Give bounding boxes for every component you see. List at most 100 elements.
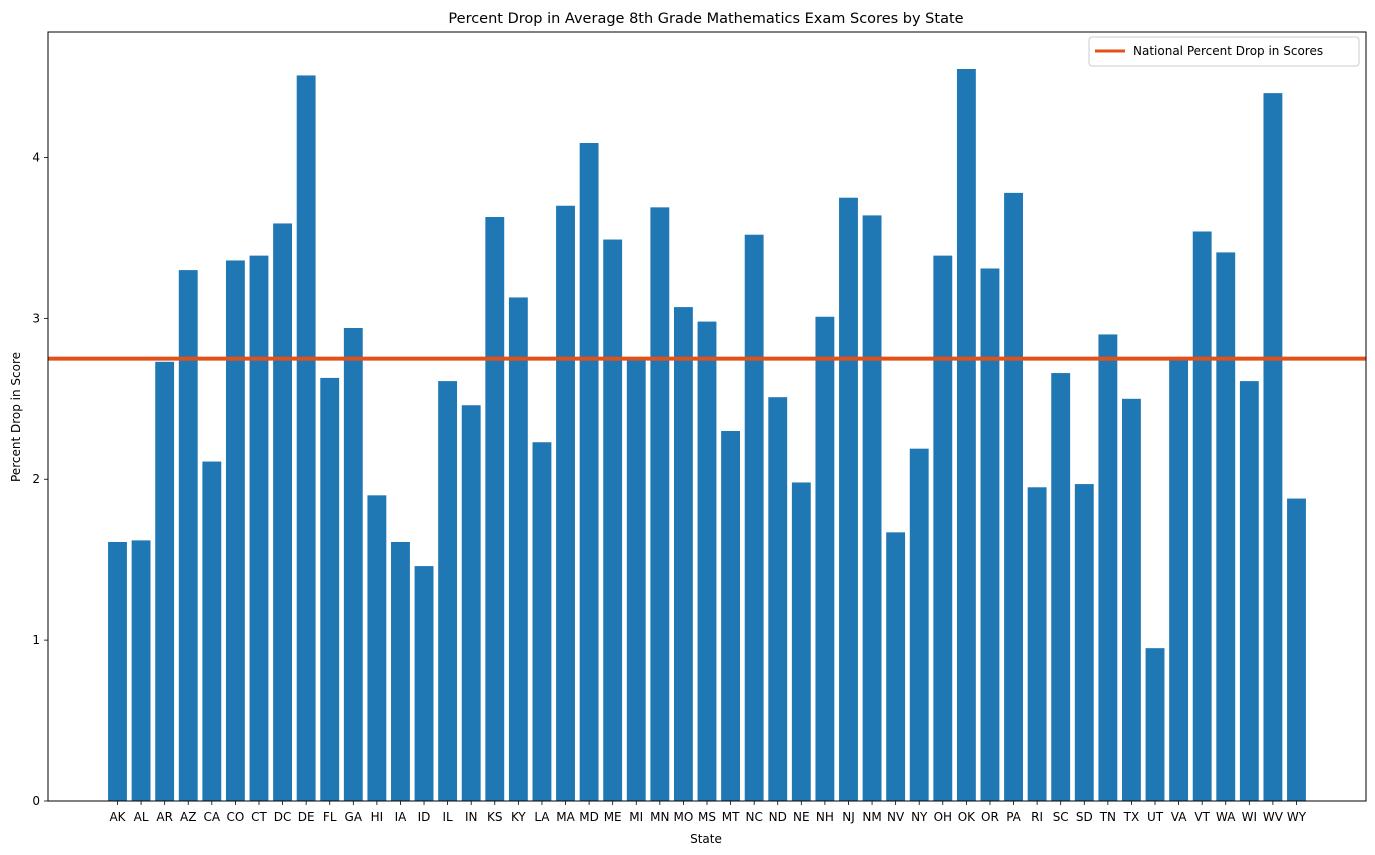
bar-ky [508,297,528,801]
bar-ms [697,321,717,801]
x-axis-ticks: AK AL AR AZ CA CO CT DC DE FL GA HI IA ID IL IN KS KY LA MA… [109,801,1307,824]
bar-nj [839,197,858,801]
x-tick-label: OH [934,810,952,824]
x-tick-label: VA [1171,810,1187,824]
x-tick-label: NC [745,810,762,824]
bar-me [603,239,623,802]
x-tick-label: VT [1194,810,1210,824]
x-tick-label: AK [109,810,126,824]
x-tick-label: IN [465,810,478,824]
legend: National Percent Drop in Scores [1088,36,1360,67]
x-tick-label: OK [958,810,976,824]
legend-label: National Percent Drop in Scores [1133,44,1323,58]
x-tick-label: LA [534,810,550,824]
x-tick-label: DE [298,810,315,824]
x-tick-label: KS [487,810,503,824]
bar-tx [1122,398,1141,801]
bar-md [579,143,599,801]
bar-oh [933,255,953,801]
bar-nd [768,397,788,801]
x-tick-label: HI [371,810,384,824]
x-tick-label: MA [556,810,575,824]
legend-box [1088,36,1360,67]
x-tick-label: ID [418,810,431,824]
x-tick-label: IA [395,810,408,824]
bar-az [178,270,198,801]
x-tick-label: NJ [842,810,855,824]
bar-fl [320,377,340,801]
bar-ny [909,448,929,801]
bar-co [225,260,245,801]
bar-or [980,268,1000,801]
bar-nh [815,316,835,801]
x-tick-label: MN [650,810,669,824]
bar-mn [650,207,670,802]
bar-mt [721,430,741,801]
plot-frame [47,31,1367,802]
bar-in [461,405,481,801]
x-tick-label: TN [1099,810,1116,824]
bar-ct [249,255,269,801]
x-tick-label: MT [722,810,740,824]
x-tick-label: CT [251,810,267,824]
x-tick-label: NH [816,810,834,824]
bar-nm [862,215,882,801]
bar-id [414,566,434,801]
bars-group [108,69,1306,802]
x-tick-label: AZ [180,810,196,824]
x-tick-label: OR [981,810,999,824]
bar-ak [108,541,127,801]
x-tick-label: TX [1123,810,1140,824]
bar-wy [1287,498,1306,801]
bar-il [438,381,458,801]
bar-sd [1074,484,1094,801]
bar-wi [1239,381,1259,801]
bar-ok [956,69,976,802]
x-tick-label: AR [156,810,173,824]
x-tick-label: KY [511,810,526,824]
x-tick-label: NV [887,810,905,824]
bar-la [532,442,552,801]
y-axis-title: Percent Drop in Score [9,352,23,482]
bar-dc [273,223,292,801]
bar-nv [886,532,906,801]
x-tick-label: CO [226,810,244,824]
x-tick-label: WV [1263,810,1284,824]
y-tick-label: 3 [32,311,40,325]
y-tick-label: 1 [32,633,40,647]
x-tick-label: MO [674,810,694,824]
x-axis-title: State [690,832,722,846]
x-tick-label: RI [1031,810,1043,824]
x-tick-label: PA [1006,810,1021,824]
x-tick-label: NE [793,810,810,824]
bar-mi [626,358,646,801]
y-tick-label: 0 [32,794,40,808]
bar-ks [485,217,505,801]
bar-ri [1027,487,1047,801]
bar-va [1169,358,1189,801]
x-tick-label: WY [1287,810,1307,824]
y-tick-label: 2 [32,472,40,486]
bar-ut [1145,648,1165,801]
bar-de [296,75,316,801]
bar-vt [1192,231,1212,802]
x-tick-label: NY [911,810,928,824]
x-tick-label: SD [1076,810,1093,824]
x-tick-label: UT [1147,810,1164,824]
x-tick-label: DC [274,810,292,824]
bar-ne [791,482,811,801]
bar-al [131,540,151,801]
bar-wv [1263,93,1283,801]
x-tick-label: WA [1216,810,1236,824]
bar-ga [343,328,363,801]
x-tick-label: AL [134,810,149,824]
bar-ca [202,461,222,801]
x-tick-label: CA [204,810,221,824]
bar-ia [391,541,410,801]
x-tick-label: MS [698,810,716,824]
x-tick-label: WI [1242,810,1257,824]
bar-sc [1051,373,1071,801]
bar-pa [1004,192,1023,801]
x-tick-label: FL [323,810,337,824]
